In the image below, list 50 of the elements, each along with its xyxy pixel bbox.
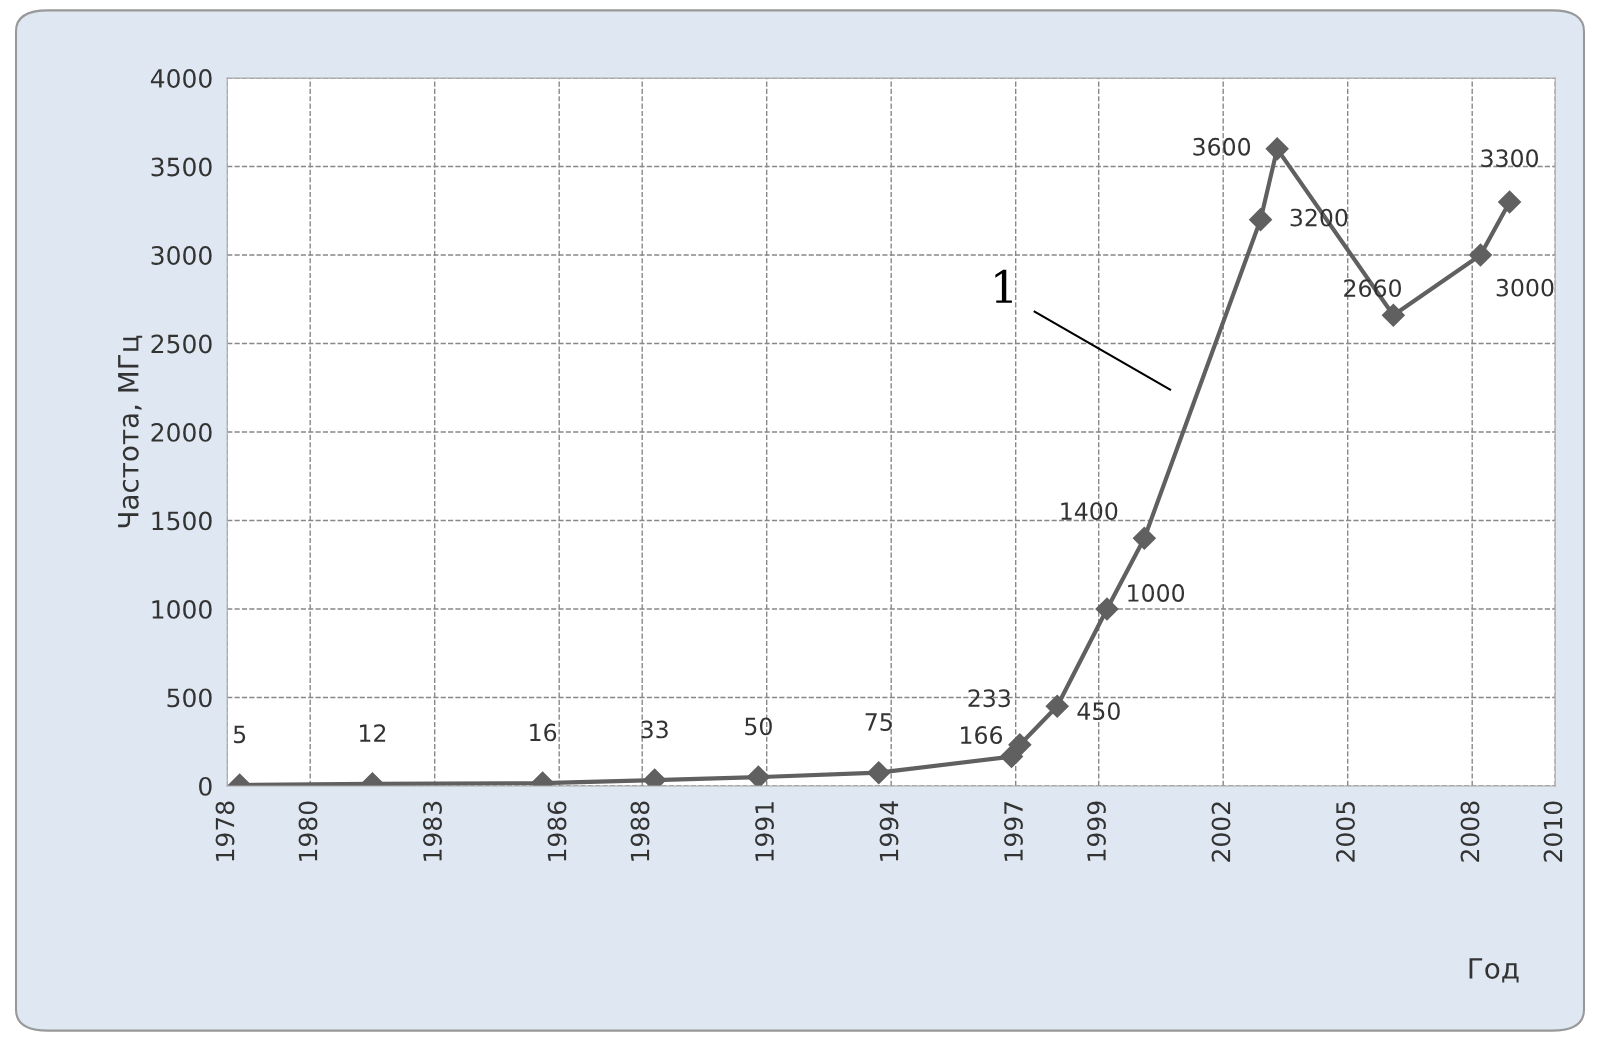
data-label: 3300 bbox=[1481, 149, 1539, 168]
point bbox=[867, 761, 891, 785]
point bbox=[746, 765, 770, 786]
point bbox=[1132, 526, 1156, 550]
data-label: 3000 bbox=[1496, 278, 1554, 297]
point bbox=[1265, 137, 1289, 161]
data-label: 3600 bbox=[1193, 137, 1251, 156]
data-label: 1400 bbox=[1061, 502, 1118, 521]
x-tick-label: 1983 bbox=[423, 801, 442, 861]
y-tick-label: 3500 bbox=[151, 157, 212, 177]
point bbox=[1045, 694, 1069, 718]
data-label: 166 bbox=[961, 726, 1003, 744]
x-tick-label: 1997 bbox=[1004, 801, 1023, 861]
point bbox=[1008, 733, 1032, 757]
data-label: 5 bbox=[233, 725, 246, 744]
y-axis-title: Частота, МГц bbox=[118, 335, 143, 528]
x-axis-title: Год bbox=[1469, 958, 1519, 983]
point bbox=[1469, 243, 1492, 267]
data-label: 1000 bbox=[1128, 584, 1185, 602]
data-label: 450 bbox=[1077, 702, 1120, 721]
data-label: 33 bbox=[641, 720, 668, 739]
data-label: 12 bbox=[360, 724, 386, 742]
y-tick-label: 500 bbox=[167, 688, 212, 708]
y-tick-label: 2500 bbox=[151, 334, 212, 354]
x-tick-label: 1994 bbox=[879, 801, 899, 861]
x-tick-label: 2002 bbox=[1211, 802, 1231, 862]
data-label: 16 bbox=[530, 723, 557, 742]
point bbox=[1381, 303, 1405, 327]
x-tick-label: 1978 bbox=[215, 801, 235, 861]
x-tick-label: 1991 bbox=[755, 802, 774, 861]
y-tick-label: 4000 bbox=[150, 69, 212, 88]
y-tick-label: 0 bbox=[199, 776, 212, 796]
point bbox=[1249, 208, 1273, 232]
point bbox=[1095, 597, 1119, 621]
x-tick-label: 2010 bbox=[1543, 801, 1563, 862]
y-tick-label: 1500 bbox=[152, 511, 212, 531]
x-tick-label: 2008 bbox=[1460, 801, 1480, 862]
annotation: 1 bbox=[995, 269, 1012, 303]
data-label: 233 bbox=[968, 689, 1010, 708]
x-tick-label: 1980 bbox=[298, 801, 318, 861]
y-tick-label: 3000 bbox=[151, 245, 212, 265]
x-tick-label: 2005 bbox=[1336, 802, 1355, 862]
y-tick-label: 1000 bbox=[152, 599, 212, 619]
point bbox=[1498, 190, 1522, 214]
x-tick-label: 1988 bbox=[630, 801, 650, 861]
x-tick-label: 1986 bbox=[547, 801, 567, 861]
y-tick-label: 2000 bbox=[151, 422, 212, 442]
data-label: 75 bbox=[865, 713, 892, 731]
data-label: 50 bbox=[745, 717, 772, 736]
x-tick-label: 1999 bbox=[1087, 801, 1106, 861]
